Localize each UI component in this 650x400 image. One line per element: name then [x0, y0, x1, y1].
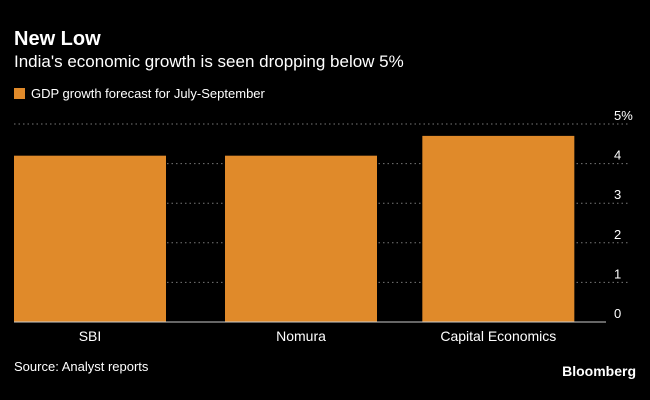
chart-subtitle: India's economic growth is seen dropping…: [14, 52, 404, 71]
chart-title: New Low: [14, 28, 101, 50]
x-tick-label: Capital Economics: [440, 328, 556, 344]
x-tick-label: SBI: [79, 328, 102, 344]
legend-label: GDP growth forecast for July-September: [31, 86, 265, 101]
bar: [422, 135, 575, 322]
legend: GDP growth forecast for July-September: [14, 86, 265, 101]
x-tick-label: Nomura: [276, 328, 326, 344]
bar: [225, 155, 377, 322]
y-tick-label: 2: [614, 227, 621, 242]
y-tick-label: 1: [614, 266, 621, 281]
y-tick-label: 4: [614, 148, 621, 163]
legend-swatch: [14, 88, 25, 99]
y-tick-label: 0: [614, 306, 621, 321]
bar: [14, 155, 166, 322]
source-note: Source: Analyst reports: [14, 359, 149, 374]
y-tick-label: 5%: [614, 108, 633, 123]
y-tick-label: 3: [614, 187, 621, 202]
brand-logo: Bloomberg: [562, 363, 636, 379]
